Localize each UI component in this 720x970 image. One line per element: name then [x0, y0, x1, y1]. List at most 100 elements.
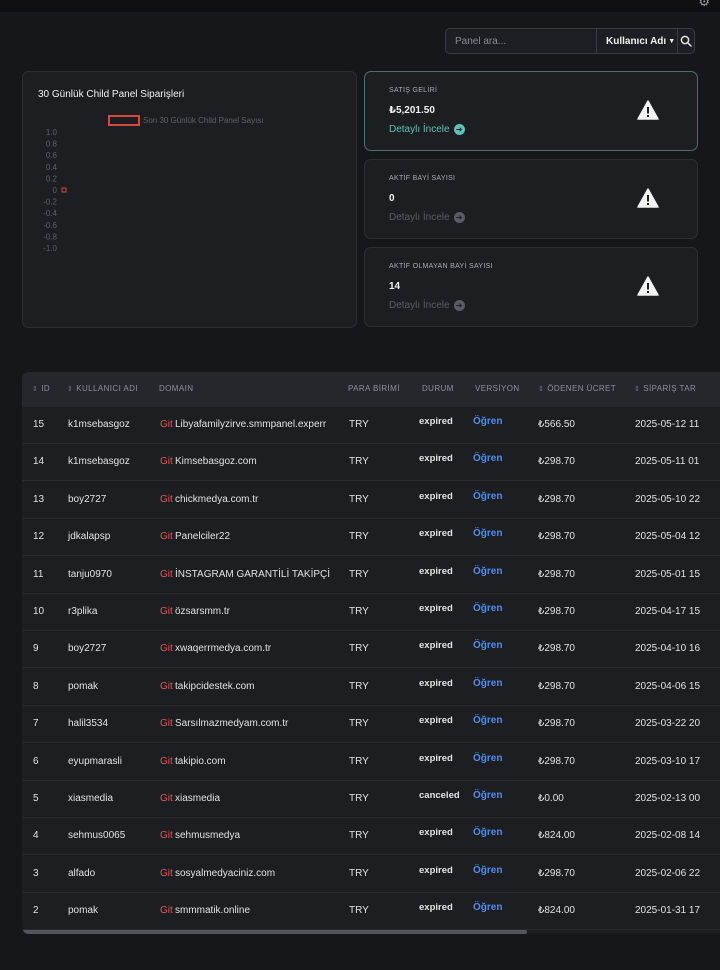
version-learn-link[interactable]: Öğren: [473, 827, 503, 839]
git-link[interactable]: Git: [160, 680, 173, 692]
table-row: 2 pomak Git smmmatik.online TRY expired Öğren ₺…: [22, 893, 720, 931]
arrow-right-circle-icon: ➜: [453, 124, 465, 135]
cell-currency: TRY: [349, 531, 369, 543]
cell-user: r3plika: [68, 606, 98, 617]
table-row: 11 tanju0970 Git İNSTAGRAM GARANTİLİ TAKİPÇ…: [22, 557, 720, 594]
legend-label[interactable]: Son 30 Günlük Child Panel Sayısı: [143, 116, 264, 125]
cell-date: 2025-04-17 15: [635, 606, 701, 617]
cell-fee: ₺298.70: [538, 568, 575, 580]
version-learn-link[interactable]: Öğren: [473, 902, 503, 914]
version-learn-link[interactable]: Öğren: [473, 790, 503, 801]
cell-date: 2025-03-10 17: [635, 755, 701, 767]
version-learn-link[interactable]: Öğren: [473, 453, 503, 465]
chart-title: 30 Günlük Child Panel Siparişleri: [38, 89, 185, 100]
version-learn-link[interactable]: Öğren: [473, 677, 503, 689]
stat-card: SATIŞ GELİRİ ₺5,201.50 Detaylı İncele ➜: [364, 71, 698, 151]
y-tick-label: -0.8: [43, 232, 57, 241]
cell-date: 2025-02-08 14: [635, 830, 701, 842]
sort-icon: ⇕: [538, 386, 545, 393]
stat-card: AKTİF OLMAYAN BAYİ SAYISI 14 Detaylı İncel…: [364, 247, 698, 327]
git-link[interactable]: Git: [160, 606, 173, 617]
git-link[interactable]: Git: [160, 456, 173, 468]
git-link[interactable]: Git: [160, 793, 173, 804]
version-learn-link[interactable]: Öğren: [473, 565, 503, 577]
table-row: 3 alfado Git sosyalmedyaciniz.com TRY expired…: [22, 856, 720, 893]
cell-fee: ₺0.00: [538, 793, 564, 804]
cell-id: 3: [33, 867, 39, 879]
cell-date: 2025-02-06 22: [635, 867, 701, 879]
status-badge: expired: [419, 490, 453, 502]
git-link[interactable]: Git: [160, 830, 173, 842]
cell-user: pomak: [68, 680, 99, 692]
cell-date: 2025-03-22 20: [635, 718, 701, 730]
git-link[interactable]: Git: [160, 867, 173, 879]
version-learn-link[interactable]: Öğren: [473, 752, 503, 764]
table-row: 5 xiasmedia Git xiasmedia TRY canceled Öğren ₺0…: [22, 781, 720, 818]
status-badge: expired: [419, 565, 453, 577]
version-learn-link[interactable]: Öğren: [473, 715, 503, 727]
git-link[interactable]: Git: [160, 718, 173, 730]
data-point[interactable]: [61, 187, 67, 193]
stat-card: AKTİF BAYİ SAYISI 0 Detaylı İncele ➜: [364, 159, 698, 239]
cell-currency: TRY: [349, 830, 369, 842]
stat-label: SATIŞ GELİRİ: [389, 87, 438, 94]
details-link[interactable]: Detaylı İncele ➜: [389, 212, 465, 223]
cell-id: 6: [33, 755, 39, 767]
th-date-label: SİPARİŞ TAR: [643, 384, 697, 393]
details-link[interactable]: Detaylı İncele ➜: [389, 124, 465, 135]
th-date[interactable]: ⇕ SİPARİŞ TAR: [634, 384, 696, 393]
git-link[interactable]: Git: [160, 531, 173, 543]
orders-chart: 1.0 0.8 0.6 0.4 0.2 0 -0.2 -0.4 -0.6 -0.8 -1.0 Son …: [43, 115, 264, 253]
th-user[interactable]: ⇕ KULLANICI ADI: [67, 384, 138, 393]
cell-user: sehmus0065: [68, 830, 126, 842]
details-link-label: Detaylı İncele: [389, 212, 450, 223]
cell-date: 2025-04-06 15: [635, 680, 701, 692]
cell-currency: TRY: [349, 755, 369, 767]
cell-domain: takipcidestek.com: [175, 680, 255, 692]
gear-icon[interactable]: ⚙: [698, 0, 710, 9]
git-link[interactable]: Git: [160, 755, 173, 767]
version-learn-link[interactable]: Öğren: [473, 490, 503, 502]
th-version: VERSİYON: [475, 384, 520, 393]
cell-domain: Kimsebasgoz.com: [175, 456, 257, 468]
version-learn-link[interactable]: Öğren: [473, 528, 503, 540]
version-learn-link[interactable]: Öğren: [473, 603, 503, 614]
cell-date: 2025-05-12 11: [635, 419, 700, 430]
version-learn-link[interactable]: Öğren: [473, 416, 503, 427]
table-row: 8 pomak Git takipcidestek.com TRY expired Öğre…: [22, 669, 720, 706]
version-learn-link[interactable]: Öğren: [473, 640, 503, 652]
stat-value: 0: [389, 193, 395, 204]
cell-date: 2025-04-10 16: [635, 643, 701, 655]
git-link[interactable]: Git: [160, 419, 173, 430]
cell-id: 14: [33, 456, 45, 468]
cell-currency: TRY: [349, 793, 369, 804]
cell-fee: ₺298.70: [538, 755, 575, 767]
cell-fee: ₺298.70: [538, 456, 575, 468]
cell-date: 2025-02-13 00: [635, 793, 701, 804]
details-link[interactable]: Detaylı İncele ➜: [389, 300, 465, 311]
cell-fee: ₺824.00: [538, 905, 575, 917]
horizontal-scrollbar[interactable]: [22, 930, 527, 934]
cell-fee: ₺298.70: [538, 531, 575, 543]
th-fee[interactable]: ⇕ ÖDENEN ÜCRET: [538, 384, 616, 393]
git-link[interactable]: Git: [160, 905, 173, 917]
cell-domain: İNSTAGRAM GARANTİLİ TAKİPÇİ: [175, 568, 331, 580]
cell-date: 2025-05-01 15: [635, 568, 701, 580]
version-learn-link[interactable]: Öğren: [473, 864, 503, 876]
cell-domain: chickmedya.com.tr: [175, 493, 259, 505]
y-tick-label: 0.2: [46, 174, 58, 183]
stat-value: ₺5,201.50: [389, 105, 435, 116]
y-tick-label: -0.6: [43, 221, 57, 230]
search-input[interactable]: [446, 29, 596, 53]
git-link[interactable]: Git: [160, 643, 173, 655]
git-link[interactable]: Git: [160, 568, 173, 580]
cell-user: boy2727: [68, 643, 107, 655]
table-row: 13 boy2727 Git chickmedya.com.tr TRY expired Ö…: [22, 482, 720, 519]
th-id[interactable]: ⇕ ID: [32, 384, 50, 393]
status-badge: expired: [419, 827, 453, 839]
search-filter-select[interactable]: Kullanıcı Adı ▼: [596, 29, 678, 53]
cell-fee: ₺298.70: [538, 493, 575, 505]
legend-swatch[interactable]: [108, 115, 140, 126]
search-button[interactable]: [678, 29, 694, 53]
git-link[interactable]: Git: [160, 493, 173, 505]
